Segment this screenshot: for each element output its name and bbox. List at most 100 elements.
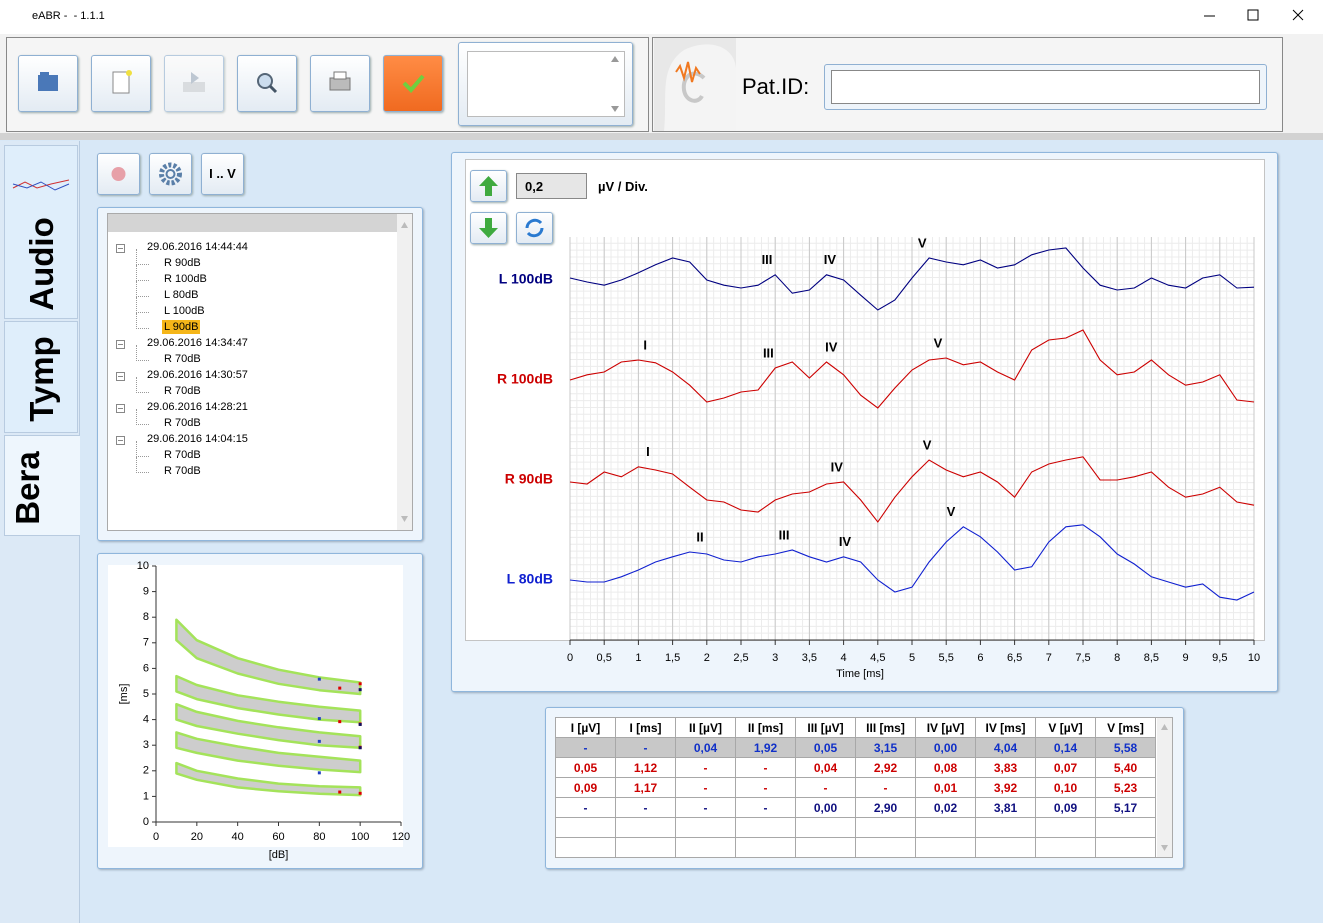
bera-tab[interactable]: Bera: [4, 435, 80, 536]
tab-label[interactable]: Audio: [23, 217, 60, 311]
table-cell-empty: [555, 817, 616, 838]
patient-id-input[interactable]: [824, 64, 1267, 110]
settings-button[interactable]: [149, 153, 192, 195]
audio-tab[interactable]: Audio: [4, 145, 78, 319]
table-cell-empty: [855, 837, 916, 858]
tree-leaf[interactable]: R 90dB: [164, 257, 201, 269]
tree-leaf[interactable]: R 70dB: [164, 465, 201, 477]
tree-toggle[interactable]: [116, 404, 125, 413]
export-button[interactable]: [164, 55, 224, 112]
tree-node[interactable]: 29.06.2016 14:04:15: [147, 433, 248, 445]
tree-leaf[interactable]: R 70dB: [164, 417, 201, 429]
open-button[interactable]: [18, 55, 78, 112]
tree-connector: [136, 441, 149, 457]
memo-field[interactable]: [467, 51, 625, 117]
tree-connector: [136, 377, 149, 393]
accept-button[interactable]: [383, 55, 443, 112]
tree-connector: [136, 313, 149, 329]
table-scrollbar[interactable]: [1157, 718, 1172, 857]
table-cell: 1,12: [615, 757, 676, 778]
range-button[interactable]: I .. V: [201, 153, 244, 195]
scale-down-button[interactable]: [470, 212, 507, 244]
tree-view[interactable]: 29.06.2016 14:44:44 R 90dB R 100dB L 80dB L …: [107, 213, 413, 531]
title-bar: [0, 0, 1323, 34]
table-cell: -: [675, 797, 736, 818]
table-header: II [µV]: [675, 717, 736, 738]
table-cell-empty: [915, 837, 976, 858]
tree-connector: [136, 457, 149, 473]
table-cell: -: [555, 737, 616, 758]
table-row[interactable]: 0,05 1,12- -0,04 2,92 0,08 3,83 0,07 5,40: [555, 757, 1156, 778]
table-header: I [ms]: [615, 717, 676, 738]
table-cell-empty: [855, 817, 916, 838]
table-cell: 0,09: [555, 777, 616, 798]
tymp-tab[interactable]: Tymp: [4, 321, 78, 433]
table-cell: 0,08: [915, 757, 976, 778]
table-cell: 1,17: [615, 777, 676, 798]
tab-label[interactable]: Bera: [9, 451, 46, 525]
tree-node[interactable]: 29.06.2016 14:28:21: [147, 401, 248, 413]
tab-label[interactable]: Tymp: [23, 336, 60, 422]
tree-leaf[interactable]: R 70dB: [164, 353, 201, 365]
table-cell: 0,14: [1035, 737, 1096, 758]
table-cell: -: [795, 777, 856, 798]
table-cell-empty: [735, 837, 796, 858]
tree-leaf[interactable]: R 100dB: [164, 273, 207, 285]
table-cell-empty: [615, 817, 676, 838]
tree-leaf[interactable]: L 80dB: [164, 289, 199, 301]
print-button[interactable]: [310, 55, 370, 112]
table-row[interactable]: - - - -0,00 2,90 0,02 3,81 0,09 5,17: [555, 797, 1156, 818]
table-cell: 5,17: [1095, 797, 1156, 818]
table-cell: 2,90: [855, 797, 916, 818]
tree-leaf[interactable]: R 70dB: [164, 449, 201, 461]
tree-connector: [136, 409, 149, 425]
tree-scrollbar[interactable]: [397, 214, 412, 530]
table-cell: -: [735, 757, 796, 778]
tree-node[interactable]: 29.06.2016 14:30:57: [147, 369, 248, 381]
latency-plot-area: [108, 565, 403, 847]
tree-leaf[interactable]: R 70dB: [164, 385, 201, 397]
search-button[interactable]: [237, 55, 297, 112]
tree-connector: [136, 281, 149, 297]
tree-leaf[interactable]: L 100dB: [164, 305, 205, 317]
table-row-empty: [555, 817, 1156, 838]
waveform-area: [465, 159, 1265, 641]
table-cell: -: [615, 737, 676, 758]
table-cell-empty: [735, 817, 796, 838]
table-cell: -: [615, 797, 676, 818]
table-header: III [ms]: [855, 717, 916, 738]
new-button[interactable]: [91, 55, 151, 112]
tree-node[interactable]: 29.06.2016 14:34:47: [147, 337, 248, 349]
table-cell-empty: [1095, 817, 1156, 838]
table-cell-empty: [795, 817, 856, 838]
scale-unit: µV / Div.: [598, 179, 648, 194]
table-cell: 0,02: [915, 797, 976, 818]
tree-toggle[interactable]: [116, 372, 125, 381]
record-button[interactable]: [97, 153, 140, 195]
tree-connector: [136, 297, 149, 313]
tree-header: [108, 214, 397, 232]
tree-leaf[interactable]: L 90dB: [162, 320, 201, 334]
tree-node[interactable]: 29.06.2016 14:44:44: [147, 241, 248, 253]
scale-value[interactable]: 0,2: [516, 173, 587, 199]
tree-toggle[interactable]: [116, 436, 125, 445]
tree-connector: [136, 249, 149, 265]
table-cell: -: [735, 797, 796, 818]
scale-up-button[interactable]: [470, 170, 507, 202]
refresh-button[interactable]: [516, 212, 553, 244]
table-row[interactable]: - -0,04 1,92 0,05 3,15 0,00 4,04 0,14 5,58: [555, 737, 1156, 758]
tree-toggle[interactable]: [116, 340, 125, 349]
table-cell: -: [555, 797, 616, 818]
memo-box[interactable]: [458, 42, 633, 126]
table-header: IV [µV]: [915, 717, 976, 738]
memo-scroll[interactable]: [607, 53, 623, 115]
window-controls[interactable]: [1190, 0, 1323, 34]
table-cell: 0,09: [1035, 797, 1096, 818]
patient-id-field[interactable]: [831, 70, 1260, 104]
tree-toggle[interactable]: [116, 244, 125, 253]
table-cell: 4,04: [975, 737, 1036, 758]
table-cell: 0,04: [675, 737, 736, 758]
table-row[interactable]: 0,09 1,17- - - -0,01 3,92 0,10 5,23: [555, 777, 1156, 798]
table-header: II [ms]: [735, 717, 796, 738]
